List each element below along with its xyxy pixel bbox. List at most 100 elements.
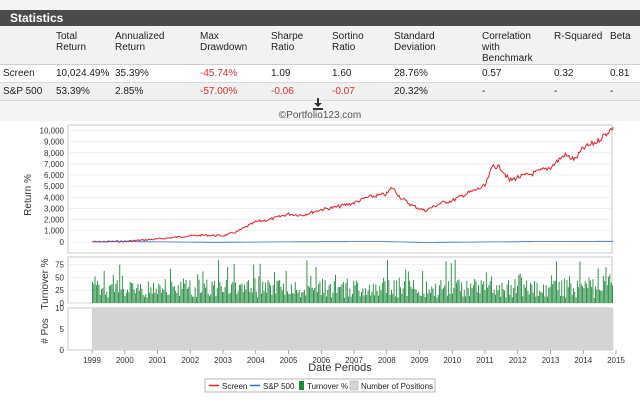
turnover-bar [289, 294, 291, 303]
turnover-bar [375, 284, 377, 303]
turnover-bar [327, 289, 329, 303]
turnover-bar [469, 296, 470, 303]
turnover-bar [505, 297, 507, 303]
turnover-bar [93, 284, 95, 303]
turnover-bar [147, 281, 149, 303]
turnover-bar [385, 292, 387, 303]
turnover-bar [186, 288, 188, 303]
turnover-bar [259, 263, 261, 303]
turnover-bar [450, 263, 452, 303]
turnover-bar [94, 276, 96, 303]
table-cell: -0.07 [329, 82, 391, 101]
turnover-bar [391, 290, 392, 303]
turnover-bar [342, 282, 344, 303]
turnover-bar [472, 285, 474, 303]
table-cell: 28.76% [391, 64, 479, 83]
turnover-bar [328, 285, 330, 303]
turnover-bar [600, 290, 602, 303]
x-tick-label: 2000 [116, 356, 134, 365]
turnover-bar [514, 279, 516, 303]
turnover-bar [604, 281, 606, 303]
table-cell: 1.09 [268, 64, 329, 83]
turnover-bar [283, 283, 284, 303]
turnover-bar [233, 264, 235, 303]
turnover-bar [150, 287, 152, 303]
turnover-bar [336, 292, 338, 303]
x-tick-label: 2010 [443, 356, 461, 365]
turnover-bar [253, 264, 255, 303]
turnover-bar [298, 289, 300, 303]
turnover-bar [207, 293, 209, 303]
turnover-bar [276, 280, 278, 303]
turnover-bar [433, 295, 435, 303]
y-tick-label: 10 [55, 304, 64, 313]
turnover-bar [366, 295, 368, 303]
turnover-bar [316, 292, 318, 303]
column-header-r-squared: R-Squared [551, 27, 607, 65]
turnover-bar [602, 276, 604, 303]
turnover-bar [523, 284, 525, 303]
positions-area [92, 308, 614, 350]
turnover-bar [562, 295, 564, 303]
turnover-bar [166, 292, 167, 303]
column-header-sharpe-ratio: Sharpe Ratio [268, 27, 329, 65]
turnover-bar [229, 292, 231, 303]
turnover-bar [535, 296, 537, 303]
turnover-bar [536, 282, 538, 303]
turnover-bar [526, 280, 528, 303]
turnover-bar [368, 284, 370, 303]
turnover-bar [280, 286, 282, 303]
turnover-bar [495, 294, 496, 303]
turnover-bar [244, 284, 245, 303]
turnover-bar [428, 289, 430, 303]
turnover-bar [281, 290, 283, 303]
turnover-bar [329, 284, 331, 303]
turnover-bar [134, 293, 136, 303]
turnover-bar [459, 291, 461, 303]
turnover-bar [517, 285, 518, 303]
turnover-bar [423, 293, 425, 303]
turnover-bar [211, 281, 213, 303]
turnover-bar [189, 280, 191, 303]
turnover-bar [565, 297, 567, 303]
turnover-bar [573, 288, 574, 303]
turnover-bar [101, 289, 102, 303]
turnover-bar [175, 290, 177, 303]
turnover-bar [285, 270, 287, 303]
turnover-bar [115, 283, 117, 303]
turnover-bar [318, 284, 320, 303]
turnover-bar [518, 275, 520, 303]
turnover-bar [203, 283, 205, 303]
turnover-bar [216, 288, 218, 303]
turnover-bar [279, 280, 281, 303]
turnover-bar [219, 281, 221, 303]
turnover-bar [537, 296, 539, 303]
turnover-bar [331, 297, 333, 303]
turnover-bar [153, 282, 154, 303]
turnover-bar [446, 295, 448, 303]
turnover-bar [228, 293, 230, 303]
turnover-bar [222, 292, 223, 303]
chart-legend: Screen S&P 500 Turnover % Number of Posi… [204, 378, 436, 393]
turnover-bar [108, 286, 110, 303]
turnover-bar [372, 283, 374, 303]
turnover-bar [160, 292, 162, 303]
turnover-bar [270, 285, 271, 303]
turnover-bar [527, 291, 529, 303]
column-header-standard-deviation: Standard Deviation [391, 27, 479, 65]
x-tick-label: 2001 [149, 356, 167, 365]
turnover-bar [302, 292, 304, 303]
turnover-bar [194, 287, 196, 303]
turnover-bar [407, 271, 409, 303]
turnover-bar [510, 285, 512, 303]
x-tick-label: 2008 [378, 356, 396, 365]
download-icon[interactable] [312, 98, 324, 110]
turnover-bar [355, 280, 357, 303]
top-strip [0, 0, 640, 9]
turnover-bar [513, 288, 515, 303]
y-tick-label: 5 [60, 325, 65, 334]
turnover-bar [284, 294, 286, 303]
turnover-bar [584, 281, 586, 303]
turnover-bar [504, 290, 505, 303]
legend-swatch-positions [349, 380, 359, 391]
